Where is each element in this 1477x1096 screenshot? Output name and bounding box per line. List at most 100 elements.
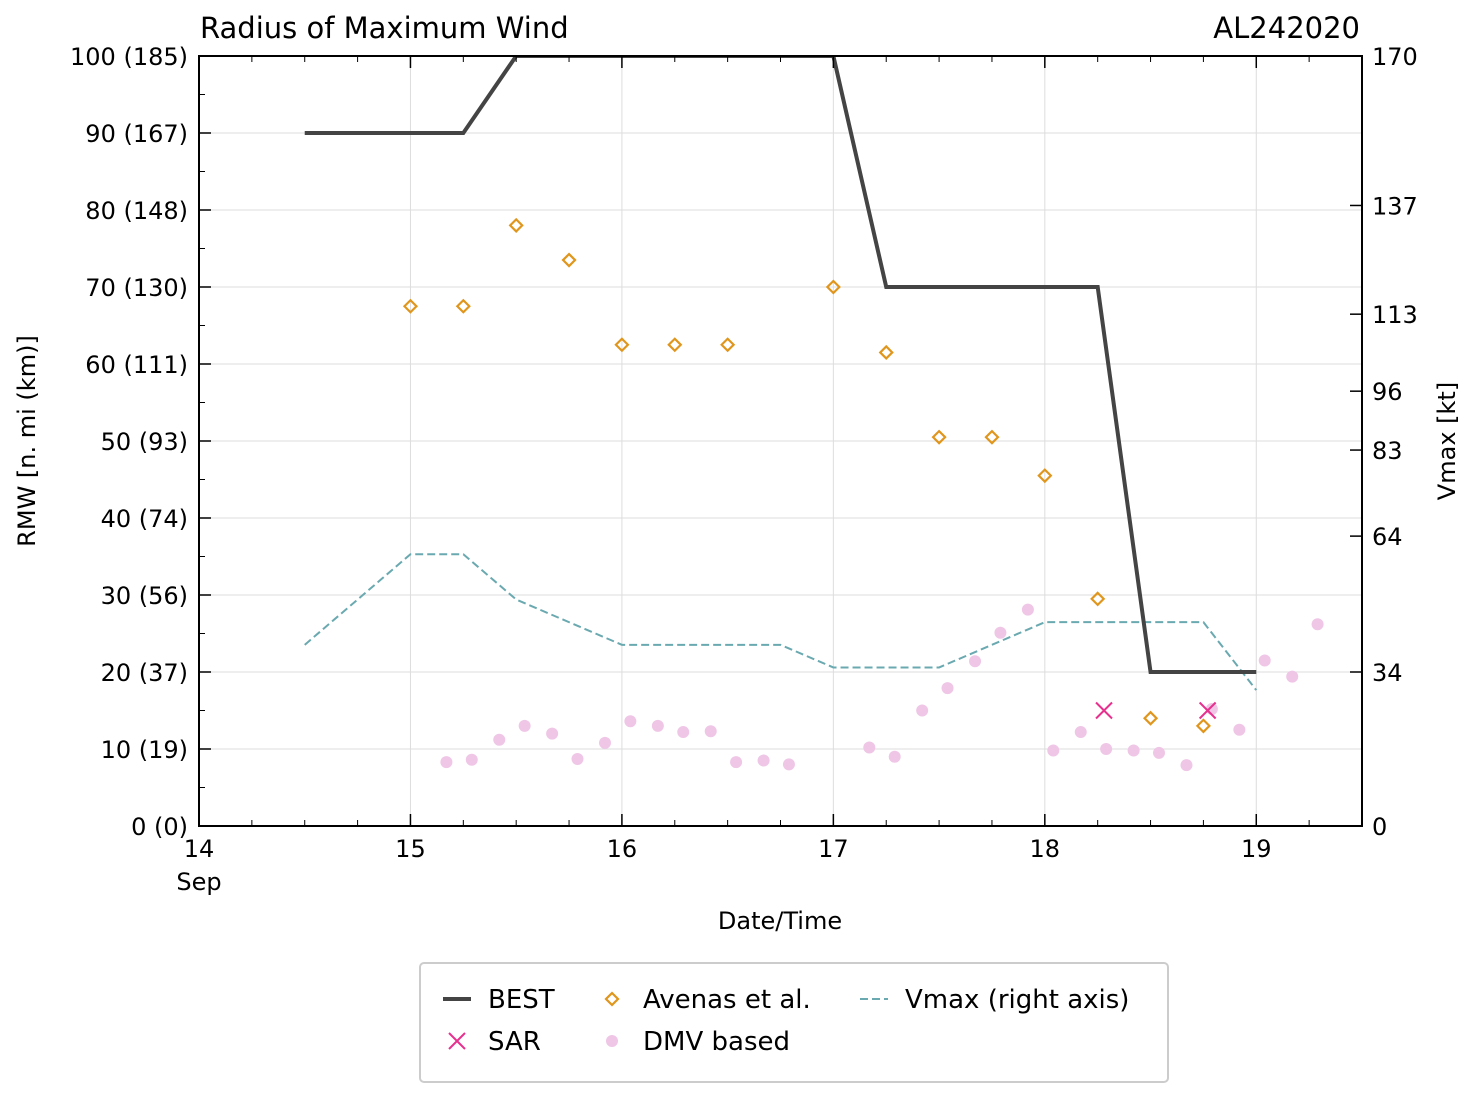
dmv-point (916, 704, 929, 717)
legend-item-sar: SAR (448, 1027, 541, 1057)
avenas-point (508, 217, 524, 233)
x-tick-label: 15 (395, 835, 426, 863)
avenas-point (455, 298, 471, 314)
avenas-point (931, 429, 947, 445)
x-tick-label: 14 (184, 835, 215, 863)
y-tick-label: 40 (74) (101, 505, 188, 533)
dmv-point (598, 736, 611, 749)
legend-item-dmv-based: DMV based (606, 1027, 790, 1057)
avenas-point (984, 429, 1000, 445)
legend-swatch (604, 991, 620, 1007)
series-dmv-based (440, 603, 1324, 772)
y2-tick-label: 83 (1372, 437, 1403, 465)
dmv-point (1100, 743, 1113, 755)
sar-point (1095, 701, 1113, 720)
series-vmax-right-axis- (304, 553, 1258, 691)
x-tick-sublabel: Sep (176, 868, 221, 896)
y-tick-label: 60 (111) (85, 351, 188, 379)
legend-item-avenas-et-al-: Avenas et al. (604, 985, 811, 1015)
series-layer (304, 56, 1324, 772)
dmv-point (994, 626, 1007, 639)
dmv-point (624, 715, 637, 728)
x-tick-label: 19 (1241, 835, 1272, 863)
dmv-point (1180, 759, 1193, 772)
legend-swatch (606, 1035, 618, 1047)
y-tick-label: 100 (185) (70, 43, 188, 71)
best-track-line (304, 56, 1257, 674)
dmv-point (1047, 744, 1060, 757)
y2-tick-label: 170 (1372, 43, 1418, 71)
legend-box (419, 962, 1169, 1083)
avenas-point (1142, 710, 1159, 726)
y-tick-label: 30 (56) (101, 582, 188, 610)
avenas-point (614, 337, 630, 353)
dmv-point (863, 741, 876, 754)
x-tick-label: 17 (818, 835, 849, 863)
series-best (304, 56, 1257, 674)
grid-lines (198, 55, 1362, 827)
y-tick-label: 90 (167) (85, 120, 188, 148)
avenas-point (1195, 718, 1211, 734)
y-tick-label: 50 (93) (101, 428, 188, 456)
dmv-point (782, 758, 795, 771)
axis-ticks: 14 Sep 15 16 17 18 19 0 (0) 10 (19) 20 (37) 30 (56… (70, 43, 1418, 896)
dmv-point (1074, 726, 1087, 739)
dmv-point (440, 756, 453, 769)
dmv-point (677, 726, 690, 739)
dmv-point (1258, 654, 1271, 667)
dmv-point (493, 733, 506, 746)
legend-label: DMV based (643, 1027, 790, 1057)
legend-item-best: BEST (443, 985, 555, 1015)
dmv-point (969, 655, 982, 668)
y2-tick-label: 0 (1372, 813, 1387, 841)
legend-label: BEST (488, 985, 555, 1015)
y2-axis-label: Vmax [kt] (1433, 382, 1461, 500)
y2-tick-label: 96 (1372, 378, 1403, 406)
legend-item-vmax-right-axis-: Vmax (right axis) (860, 985, 1129, 1015)
dmv-point (1233, 723, 1246, 736)
storm-id: AL242020 (1213, 11, 1360, 45)
dmv-point (1021, 603, 1034, 616)
dmv-point (546, 727, 559, 740)
dmv-point (941, 682, 954, 695)
y-tick-label: 0 (0) (131, 813, 188, 841)
y-axis-label: RMW [n. mi (km)] (13, 335, 41, 547)
dmv-point (730, 756, 743, 769)
y-tick-label: 20 (37) (101, 659, 188, 687)
dmv-point (1153, 746, 1166, 759)
dmv-point (704, 725, 717, 738)
avenas-point (561, 252, 577, 268)
chart-title: Radius of Maximum Wind (200, 11, 569, 45)
dmv-point (1286, 670, 1299, 683)
x-tick-label: 16 (607, 835, 638, 863)
legend-swatch (448, 1032, 466, 1050)
series-sar (1095, 701, 1217, 720)
y-tick-label: 70 (130) (85, 274, 188, 302)
dmv-point (651, 719, 664, 732)
y2-tick-label: 64 (1372, 523, 1403, 551)
avenas-point (1090, 591, 1106, 607)
y2-tick-label: 34 (1372, 659, 1403, 687)
legend-label: Avenas et al. (643, 985, 811, 1015)
avenas-point (667, 337, 683, 353)
x-axis-label: Date/Time (718, 907, 842, 935)
x-tick-label: 18 (1030, 835, 1061, 863)
dmv-point (888, 750, 901, 763)
dmv-point (757, 754, 770, 767)
y-tick-label: 10 (19) (101, 736, 188, 764)
dmv-point (1311, 618, 1324, 631)
dmv-point (465, 753, 478, 766)
avenas-point (825, 279, 841, 295)
dmv-point (518, 719, 531, 732)
series-avenas-et-al- (402, 217, 1211, 734)
dmv-point (1205, 702, 1218, 715)
avenas-point (402, 298, 419, 314)
legend: BEST Avenas et al. Vmax (right axis) SAR DMV… (419, 962, 1169, 1083)
dmv-point (571, 753, 584, 766)
avenas-point (1037, 468, 1053, 484)
avenas-point (720, 337, 736, 353)
y-tick-label: 80 (148) (85, 197, 188, 225)
sar-point (1198, 701, 1217, 720)
legend-label: SAR (488, 1027, 541, 1057)
